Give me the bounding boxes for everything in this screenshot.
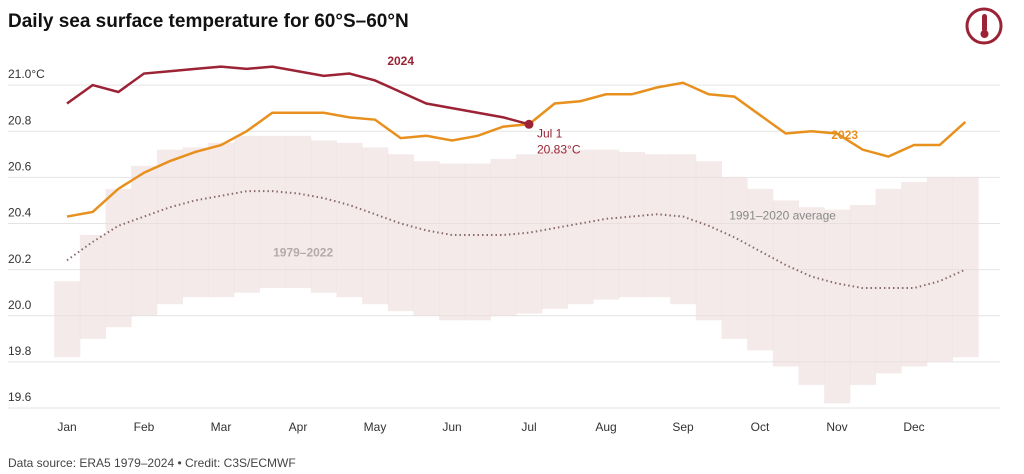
- x-tick-label: Dec: [903, 420, 924, 434]
- range-band: [875, 188, 902, 374]
- range-band: [439, 163, 466, 321]
- y-tick-label: 21.0°C: [8, 67, 45, 81]
- range-band: [105, 188, 132, 328]
- series-line: [66, 81, 967, 218]
- range-band: [644, 154, 671, 298]
- x-tick-label: Jun: [442, 420, 461, 434]
- range-band: [747, 188, 774, 351]
- range-band: [824, 209, 851, 404]
- y-tick-label: 20.0: [8, 298, 32, 312]
- range-band: [952, 177, 979, 358]
- range-band: [208, 142, 235, 298]
- y-tick-label: 20.2: [8, 252, 32, 266]
- highlight-point: [524, 119, 534, 129]
- value-label: 20.83°C: [537, 142, 581, 156]
- x-tick-label: Sep: [672, 420, 694, 434]
- range-band: [772, 200, 799, 367]
- range-band: [618, 151, 645, 298]
- x-tick-label: Jan: [57, 420, 76, 434]
- source-note: Data source: ERA5 1979–2024 • Credit: C3…: [8, 456, 296, 470]
- range-band: [54, 281, 81, 358]
- range-band: [695, 161, 722, 321]
- range-band: [362, 147, 389, 305]
- range-band: [926, 177, 953, 362]
- x-tick-label: Mar: [211, 420, 232, 434]
- y-tick-label: 20.4: [8, 206, 32, 220]
- range-band: [79, 235, 106, 339]
- series-label: 2023: [831, 128, 858, 142]
- x-tick-label: Oct: [751, 420, 770, 434]
- range-band: [593, 149, 620, 300]
- x-tick-label: May: [364, 420, 387, 434]
- range-band: [413, 161, 440, 316]
- x-tick-label: Nov: [826, 420, 847, 434]
- y-tick-label: 19.8: [8, 344, 32, 358]
- range-band: [285, 135, 312, 289]
- range-band: [490, 158, 517, 316]
- range-band: [310, 140, 337, 293]
- chart-title: Daily sea surface temperature for 60°S–6…: [8, 11, 409, 32]
- range-band: [131, 165, 158, 316]
- y-tick-label: 20.8: [8, 113, 32, 127]
- x-tick-label: Apr: [289, 420, 308, 434]
- range-band: [798, 207, 825, 385]
- series-line: [66, 65, 530, 126]
- series-label: 1991–2020 average: [729, 209, 836, 223]
- range-band: [387, 154, 414, 312]
- x-tick-label: Feb: [134, 420, 155, 434]
- annotation: Jul 1: [537, 126, 563, 140]
- range-band: [516, 154, 543, 314]
- range-band: [670, 154, 697, 305]
- range-band: [156, 149, 183, 305]
- range-band: [721, 177, 748, 339]
- y-tick-label: 20.6: [8, 160, 32, 174]
- band-label: 1979–2022: [273, 246, 333, 260]
- range-band: [182, 147, 209, 298]
- series-label: 2024: [387, 54, 414, 68]
- y-tick-label: 19.6: [8, 390, 32, 404]
- range-band: [259, 135, 286, 289]
- x-tick-label: Jul: [521, 420, 536, 434]
- logo: [965, 7, 1003, 45]
- range-band: [233, 135, 260, 293]
- range-band: [567, 149, 594, 305]
- range-band: [849, 205, 876, 385]
- range-band: [541, 149, 568, 309]
- range-band: [901, 181, 928, 367]
- x-tick-label: Aug: [595, 420, 616, 434]
- range-band: [464, 163, 491, 321]
- range-band: [336, 142, 363, 298]
